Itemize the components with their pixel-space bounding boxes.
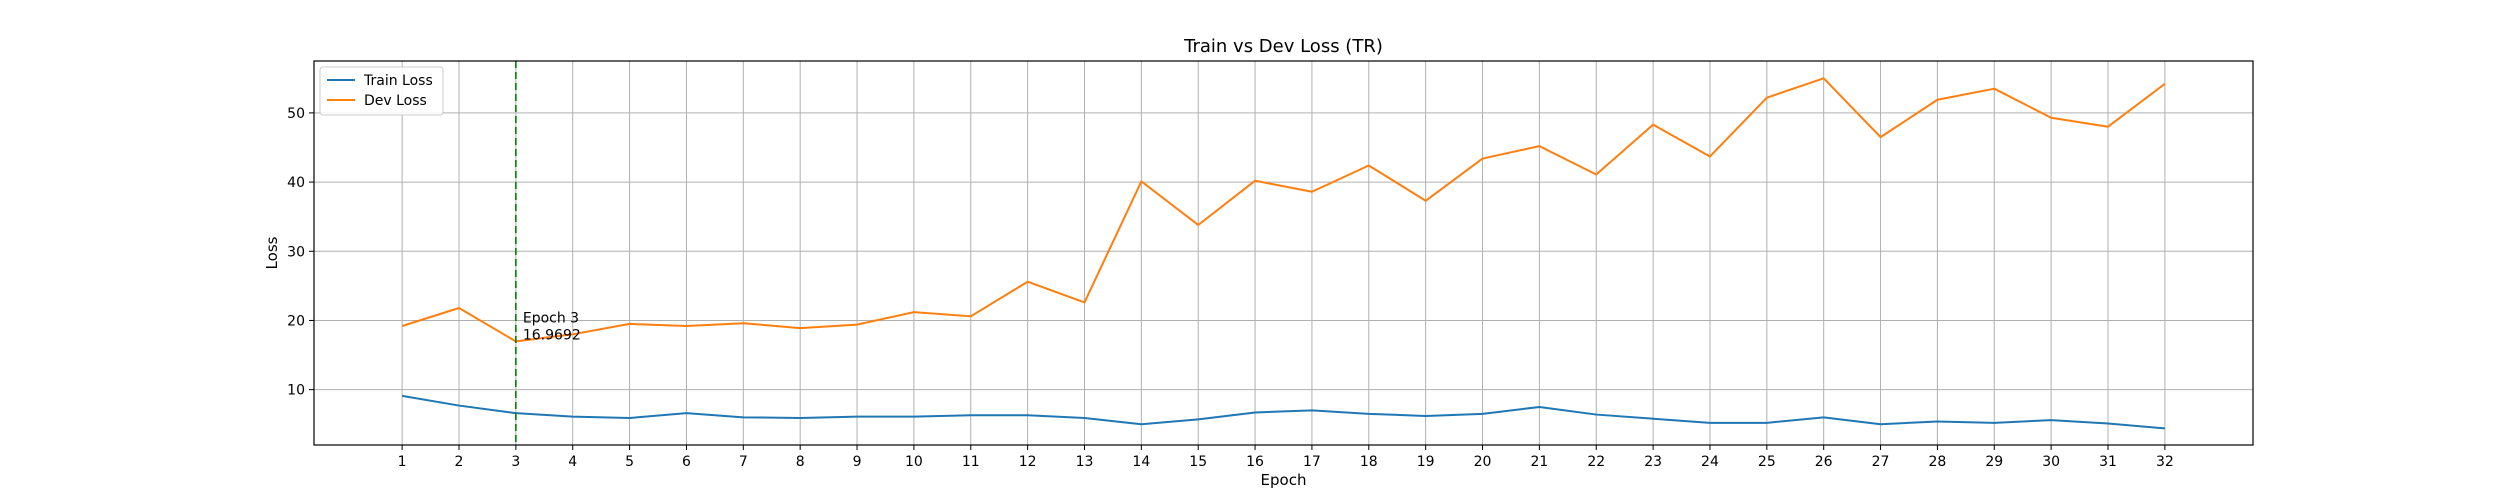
y-tick-label: 10 (287, 383, 305, 399)
x-tick-label: 20 (1474, 454, 1492, 470)
x-tick-label: 32 (2156, 454, 2174, 470)
chart-title: Train vs Dev Loss (TR) (1183, 36, 1383, 57)
y-tick-label: 20 (287, 313, 305, 329)
x-tick-label: 1 (398, 454, 407, 470)
legend-label-train: Train Loss (363, 73, 433, 89)
y-tick-label: 30 (287, 244, 305, 260)
x-tick-label: 12 (1019, 454, 1037, 470)
x-tick-label: 25 (1758, 454, 1776, 470)
y-tick-label: 40 (287, 175, 305, 191)
tick-layer: 1 2 3 4 5 6 7 8 9 10 11 12 13 14 15 16 17 18 19 20 21 22 23 24 2… (287, 106, 2174, 470)
grid-layer (314, 61, 2253, 445)
y-tick-label: 50 (287, 106, 305, 122)
x-tick-label: 11 (962, 454, 980, 470)
plot-frame (313, 60, 2254, 446)
x-tick-label: 28 (1929, 454, 1947, 470)
x-tick-label: 31 (2099, 454, 2117, 470)
train-loss-line (401, 394, 2165, 430)
x-tick-label: 4 (568, 454, 577, 470)
x-tick-label: 8 (796, 454, 805, 470)
x-tick-label: 16 (1246, 454, 1264, 470)
x-tick-label: 24 (1701, 454, 1719, 470)
dev-loss-line (401, 77, 2166, 343)
series-layer (401, 77, 2166, 430)
x-tick-label: 2 (455, 454, 464, 470)
x-tick-label: 21 (1530, 454, 1548, 470)
x-tick-label: 10 (905, 454, 923, 470)
annotation-label-epoch: Epoch 3 (523, 310, 579, 326)
legend-label-dev: Dev Loss (364, 93, 427, 109)
legend: Train Loss Dev Loss (319, 66, 444, 116)
x-tick-label: 29 (1985, 454, 2003, 470)
x-tick-label: 6 (682, 454, 691, 470)
x-tick-label: 7 (739, 454, 748, 470)
x-tick-label: 19 (1417, 454, 1435, 470)
x-tick-label: 14 (1132, 454, 1150, 470)
x-tick-label: 23 (1644, 454, 1662, 470)
y-axis-label: Loss (263, 236, 281, 269)
annotation-label-value: 16.9692 (523, 327, 581, 343)
x-tick-label: 22 (1587, 454, 1605, 470)
x-tick-label: 5 (625, 454, 634, 470)
x-tick-label: 26 (1815, 454, 1833, 470)
x-tick-label: 3 (511, 454, 520, 470)
x-tick-label: 17 (1303, 454, 1321, 470)
x-tick-label: 9 (853, 454, 862, 470)
x-tick-label: 18 (1360, 454, 1378, 470)
x-tick-label: 15 (1189, 454, 1207, 470)
x-axis-label: Epoch (1261, 471, 1307, 489)
x-tick-label: 27 (1872, 454, 1890, 470)
x-tick-label: 30 (2042, 454, 2060, 470)
x-tick-label: 13 (1076, 454, 1094, 470)
